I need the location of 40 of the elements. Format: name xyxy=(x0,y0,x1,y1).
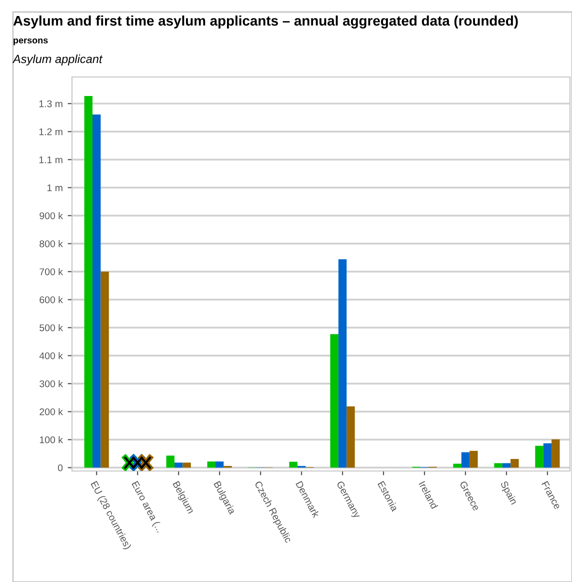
bar xyxy=(494,463,502,468)
y-tick-label: 1 m xyxy=(48,184,62,192)
y-tick-label: 0 xyxy=(58,464,63,472)
y-tick-label: 900 k xyxy=(40,212,63,220)
y-tick-label: 700 k xyxy=(40,268,63,276)
chart-subtitle: persons xyxy=(14,38,48,46)
bar xyxy=(510,458,519,468)
y-tick-label: 500 k xyxy=(40,324,63,332)
bar xyxy=(215,461,224,468)
y-tick-label: 300 k xyxy=(40,380,63,388)
x-tick-label: Euro area (... xyxy=(130,480,164,534)
bar xyxy=(543,443,552,468)
y-tick-label: 1.3 m xyxy=(39,100,62,108)
bar xyxy=(330,334,338,468)
text: Asylum applicant xyxy=(12,54,103,66)
bar xyxy=(92,114,101,468)
y-tick-label: 1.1 m xyxy=(39,156,62,164)
bar xyxy=(461,452,470,468)
bar xyxy=(100,272,109,468)
bar xyxy=(535,446,544,468)
bar xyxy=(502,463,511,468)
bar xyxy=(346,406,355,468)
y-tick-label: 800 k xyxy=(40,240,63,248)
bar xyxy=(289,462,298,468)
bar xyxy=(174,462,183,468)
bar xyxy=(453,464,462,468)
bar xyxy=(470,450,478,468)
chart-title: Asylum and first time asylum applicants – annual aggregated data (rounded) xyxy=(13,15,518,29)
y-tick-label: 200 k xyxy=(40,408,63,416)
y-tick-label: 600 k xyxy=(40,296,63,304)
bar xyxy=(84,96,92,468)
x-tick-label: Spain xyxy=(498,480,518,506)
bar xyxy=(207,461,216,468)
y-tick-label: 400 k xyxy=(39,352,63,360)
y-tick-label: 1.2 m xyxy=(39,128,62,136)
bar xyxy=(552,439,560,468)
bar xyxy=(166,456,174,468)
bar xyxy=(182,462,191,468)
y-tick-label: 100 k xyxy=(40,436,63,444)
bar xyxy=(338,259,347,468)
